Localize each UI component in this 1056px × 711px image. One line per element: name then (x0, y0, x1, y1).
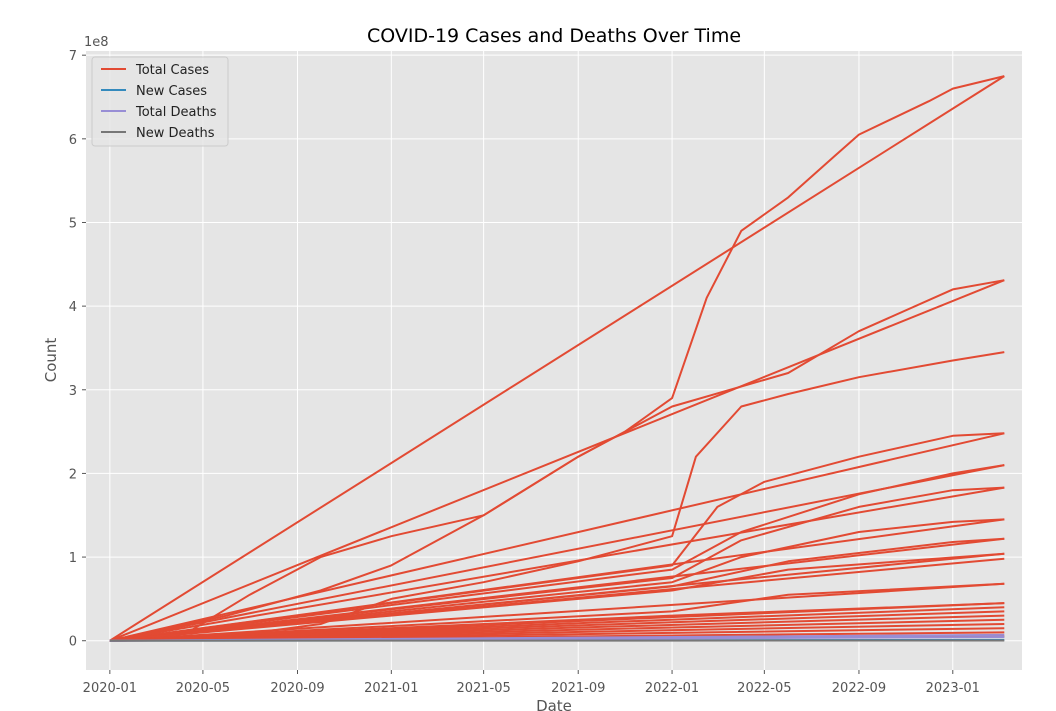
series-line (109, 582, 1005, 642)
series-line (109, 351, 1005, 642)
series-line (109, 464, 1005, 642)
legend: Total Cases New Cases Total Deaths New Deat… (91, 56, 229, 147)
chart-title: COVID-19 Cases and Deaths Over Time (367, 25, 741, 47)
legend-box (91, 56, 229, 147)
legend-label: New Deaths (136, 126, 215, 141)
x-tick-label: 2022-05 (737, 681, 791, 696)
series-line (109, 486, 1005, 642)
x-tick-label: 2021-09 (551, 681, 605, 696)
x-tick-label: 2020-05 (176, 681, 230, 696)
y-tick-label: 0 (69, 635, 77, 650)
y-axis-title: Count (42, 338, 60, 383)
legend-label: Total Cases (135, 63, 209, 78)
series-line (109, 464, 1005, 642)
x-tick-label: 2021-01 (364, 681, 418, 696)
y-tick-label: 6 (69, 133, 77, 148)
x-axis-title: Date (536, 697, 572, 711)
series-lines (109, 75, 1005, 642)
series-line (109, 279, 1005, 642)
series-line (109, 582, 1005, 642)
x-axis-ticks: 2020-01 2020-05 2020-09 2021-01 2021-05 2021-… (83, 670, 980, 696)
x-tick-label: 2022-09 (832, 681, 886, 696)
series-line (109, 432, 1005, 642)
x-tick-label: 2022-01 (645, 681, 699, 696)
series-line (109, 75, 1005, 642)
x-tick-label: 2020-09 (270, 681, 324, 696)
series-line (109, 537, 1005, 642)
x-tick-label: 2020-01 (83, 681, 137, 696)
series-line (109, 602, 1005, 642)
y-axis-ticks: 0 1 2 3 4 5 6 7 (69, 49, 86, 650)
y-tick-label: 3 (69, 384, 77, 399)
series-line (109, 518, 1005, 642)
series-line (109, 557, 1005, 642)
x-tick-label: 2021-05 (456, 681, 510, 696)
series-line (109, 486, 1005, 642)
y-tick-label: 2 (69, 467, 77, 482)
series-line (109, 518, 1005, 642)
legend-label: Total Deaths (135, 105, 217, 120)
x-tick-label: 2023-01 (926, 681, 980, 696)
y-tick-label: 7 (69, 49, 77, 64)
legend-label: New Cases (136, 84, 207, 99)
y-offset-label: 1e8 (84, 35, 109, 50)
series-line (109, 75, 1005, 642)
y-tick-label: 1 (69, 551, 77, 566)
y-tick-label: 5 (69, 216, 77, 231)
y-tick-label: 4 (69, 300, 77, 315)
